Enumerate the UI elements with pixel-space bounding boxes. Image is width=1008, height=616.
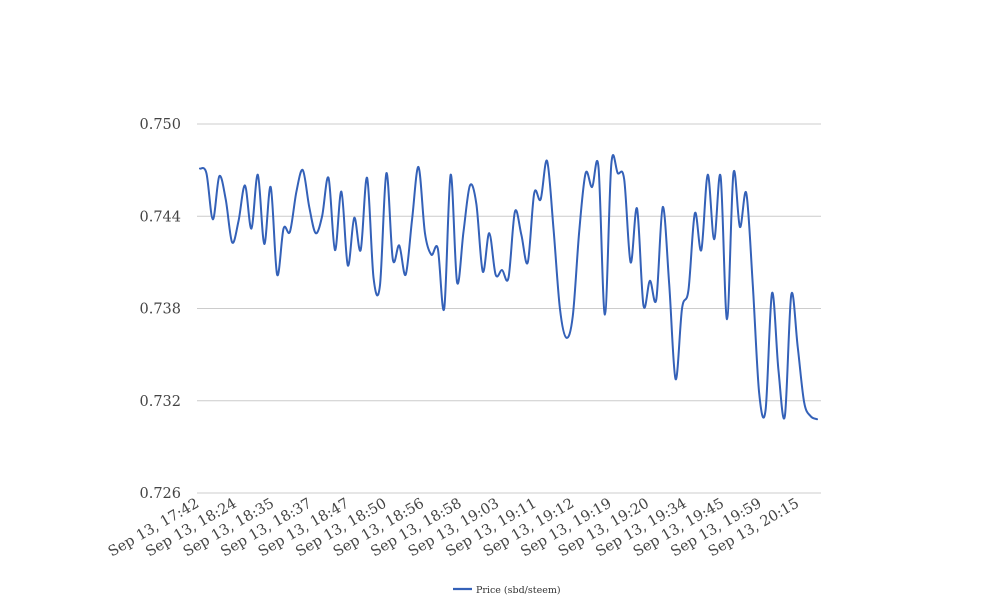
series-layer (199, 154, 818, 421)
y-tick-label: 0.738 (139, 302, 181, 318)
y-tick-label: 0.744 (139, 209, 181, 225)
legend-label: Price (sbd/steem) (476, 585, 561, 596)
y-tick-label: 0.750 (139, 117, 181, 133)
y-tick-label: 0.726 (139, 486, 181, 502)
y-axis-ticks: 0.750 0.744 0.738 0.732 0.726 (139, 117, 181, 502)
y-tick-label: 0.732 (139, 394, 181, 410)
series-line-0[interactable] (199, 154, 818, 421)
legend[interactable]: Price (sbd/steem) (453, 585, 561, 596)
